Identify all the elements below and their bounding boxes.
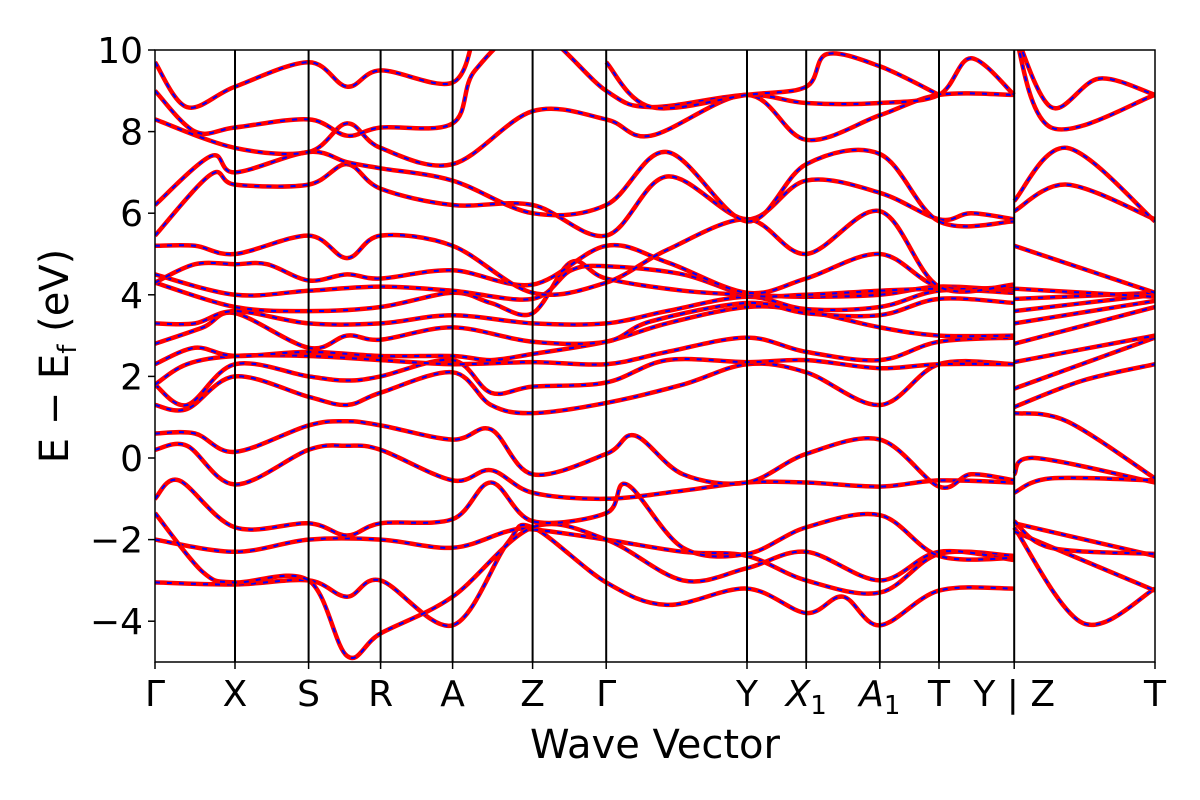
band-8-overlay-line [155,356,1155,410]
band-3-reference-line [155,512,1155,659]
x-tick-label: Y [735,674,759,715]
y-tick-label: −4 [90,602,143,643]
y-tick-label: −2 [90,521,143,562]
band-17-reference-line [155,163,1155,238]
y-axis-label: E − Ef (eV) [32,249,83,464]
band-lines [155,50,1155,661]
band-4-reference-line [155,478,1155,561]
band-2-reference-line [155,527,1155,595]
band-19-reference-line [155,50,1155,167]
band-22-overlay-line [604,51,940,111]
plot-frame [154,49,1156,663]
band-21-reference-line [155,50,472,109]
y-axis-label-unit: (eV) [32,249,78,345]
x-axis-label: Wave Vector [530,722,781,768]
y-tick-label: 8 [120,113,143,154]
band-5-reference-line [155,442,1155,500]
band-9-reference-line [155,336,1155,390]
band-20-reference-line [155,50,1015,137]
band-18-overlay-line [155,145,1155,229]
band-17-overlay-line [155,161,1155,239]
band-14-overlay-line [155,263,1155,302]
band-23-reference-line [1020,50,1155,110]
x-tick-label: X1 [784,674,827,721]
x-tick-label: Γ [596,674,616,715]
x-tick-label: Y | Z [972,674,1055,715]
x-tick-label: A [440,674,465,715]
band-2-overlay-line [155,526,1155,596]
x-tick-label: T [1143,674,1167,715]
y-axis-ticks: −4 −2 0 2 4 6 8 10 [90,31,155,643]
band-23-overlay-line [1019,50,1155,111]
band-10-reference-line [155,305,1155,366]
band-22-reference-line [605,52,940,110]
x-tick-label: Z [520,674,545,715]
band-15-reference-line [155,244,1155,298]
band-7-reference-line [155,360,1155,480]
band-21-overlay-line [155,50,473,110]
x-axis-ticks: Γ X S R A Z Γ Y X1 A1 T Y | Z T [145,662,1167,721]
kpath-separators [234,50,1016,662]
x-tick-label: X [223,674,248,715]
band-3-overlay-line [155,511,1155,661]
band-1-reference-line [155,523,1155,627]
y-tick-label: 0 [120,439,143,480]
band-8-reference-line [155,357,1155,408]
band-7-overlay-line [155,358,1155,481]
x-tick-label: T [927,674,951,715]
y-tick-label: 6 [120,194,143,235]
band-16-reference-line [155,209,1155,296]
y-axis-label-sub: f [53,344,83,354]
x-tick-label: Γ [145,674,165,715]
x-tick-label: A1 [857,674,900,721]
x-tick-label: R [368,674,393,715]
y-tick-label: 10 [97,31,143,72]
y-axis-label-main: E − E [32,354,78,464]
y-tick-label: 4 [120,276,143,317]
band-6-reference-line [155,420,1155,494]
band-12-reference-line [155,288,1155,326]
x-tick-label: S [297,674,320,715]
y-tick-label: 2 [120,357,143,398]
